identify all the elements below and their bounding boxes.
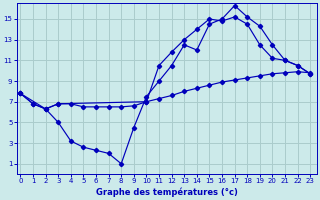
X-axis label: Graphe des températures (°c): Graphe des températures (°c) — [96, 187, 237, 197]
